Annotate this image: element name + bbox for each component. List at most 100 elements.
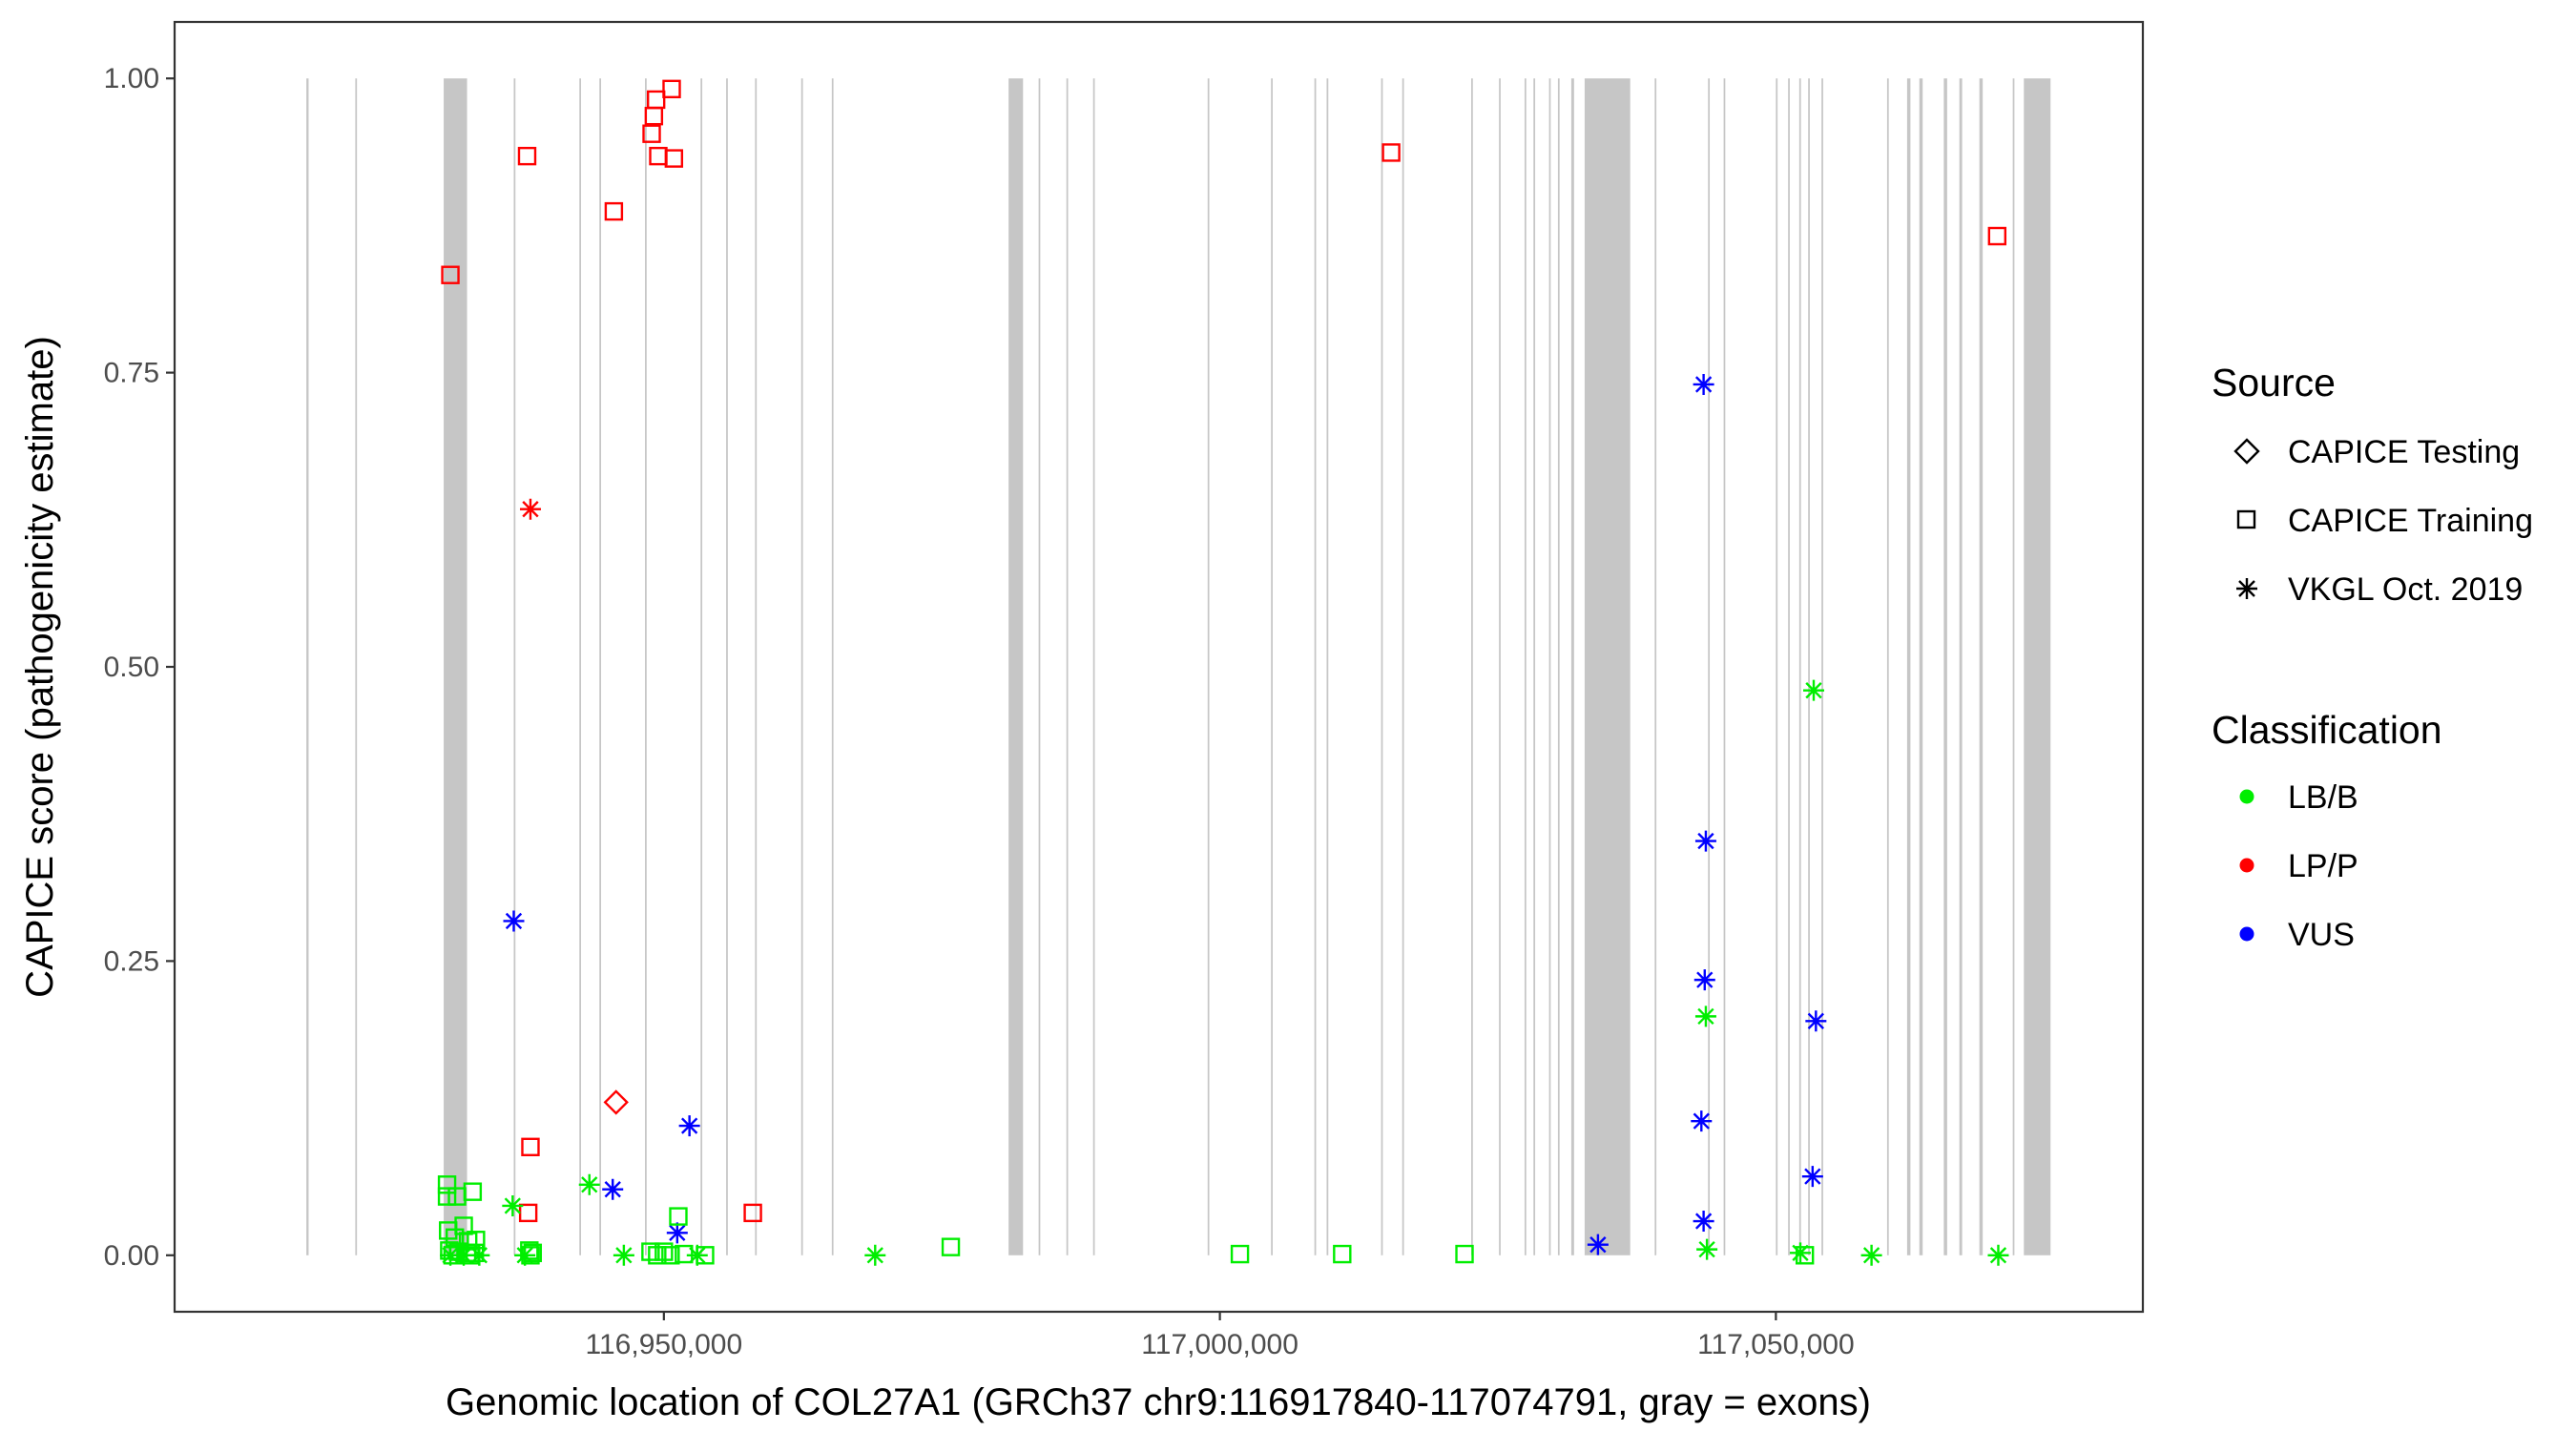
- square-key-icon: [2236, 509, 2256, 529]
- data-point-asterisk: [602, 1178, 624, 1200]
- exon-band: [1776, 78, 1778, 1255]
- exon-band: [1207, 78, 1210, 1255]
- lpp-key-dot: [2239, 858, 2254, 873]
- data-point-asterisk: [502, 1194, 524, 1216]
- legend: Source CAPICE Testing CAPICE Training VK…: [2212, 361, 2533, 953]
- data-point-square: [1230, 1244, 1250, 1264]
- exon-band: [1557, 78, 1560, 1255]
- data-point-asterisk: [1693, 1211, 1714, 1233]
- exon-band: [1959, 78, 1963, 1255]
- y-tick-label: 1.00: [104, 63, 159, 94]
- data-point-square: [669, 1207, 688, 1226]
- y-axis: 0.00 0.25 0.50 0.75 1.00: [104, 63, 175, 1272]
- data-point-square: [696, 1246, 715, 1265]
- data-point-square: [1455, 1244, 1474, 1264]
- data-point-square: [446, 1228, 465, 1247]
- legend-source-entry: VKGL Oct. 2019: [2236, 571, 2523, 608]
- legend-class-entry: LB/B: [2239, 779, 2358, 816]
- data-point-square: [523, 1243, 542, 1263]
- exon-band: [1906, 78, 1911, 1255]
- exon-band: [1092, 78, 1095, 1255]
- asterisk-key-icon: [2236, 578, 2257, 599]
- data-point-square: [1381, 143, 1401, 162]
- data-point-asterisk: [678, 1115, 700, 1137]
- diamond-key-icon: [2233, 438, 2260, 465]
- y-tick-label: 0.75: [104, 358, 159, 389]
- legend-source-label: CAPICE Training: [2288, 503, 2533, 539]
- exon-band: [726, 78, 728, 1255]
- exon-band: [1808, 78, 1810, 1255]
- exon-band: [1314, 78, 1317, 1255]
- data-point-square: [648, 1246, 667, 1265]
- data-point-asterisk: [453, 1244, 475, 1266]
- exon-band: [1271, 78, 1273, 1255]
- y-tick-label: 0.50: [104, 652, 159, 683]
- legend-class-label: LP/P: [2288, 848, 2358, 884]
- data-point-square: [941, 1237, 961, 1256]
- exon-band: [1533, 78, 1536, 1255]
- data-point-square: [662, 79, 681, 99]
- legend-class-entry: VUS: [2239, 917, 2355, 953]
- exon-band: [1570, 78, 1574, 1255]
- data-point-asterisk: [1803, 679, 1824, 701]
- exon-band: [2012, 78, 2015, 1255]
- exon-band: [1943, 78, 1947, 1255]
- exon-band: [1979, 78, 1984, 1255]
- data-point-asterisk: [1805, 1010, 1827, 1032]
- exon-band: [306, 78, 309, 1255]
- x-axis-title: Genomic location of COL27A1 (GRCh37 chr9…: [446, 1381, 1871, 1423]
- data-point-asterisk: [1693, 373, 1714, 395]
- legend-source-label: VKGL Oct. 2019: [2288, 571, 2523, 608]
- data-point-asterisk: [1860, 1244, 1882, 1266]
- legend-class-entry: LP/P: [2239, 848, 2358, 884]
- data-point-diamond: [603, 1089, 629, 1115]
- y-tick-label: 0.25: [104, 945, 159, 977]
- data-point-square: [521, 1246, 540, 1265]
- x-tick-label: 116,950,000: [586, 1329, 743, 1360]
- data-point-asterisk: [519, 498, 541, 520]
- legend-class-label: LB/B: [2288, 779, 2358, 816]
- exon-band: [1548, 78, 1551, 1255]
- exon-band: [444, 78, 467, 1255]
- exon-band: [831, 78, 834, 1255]
- exon-band: [1471, 78, 1473, 1255]
- plot-background: [175, 22, 2143, 1312]
- data-point-asterisk: [666, 1222, 688, 1244]
- data-point-square: [1987, 226, 2007, 246]
- exon-band: [2024, 78, 2051, 1255]
- exon-band: [1524, 78, 1527, 1255]
- exon-band: [1919, 78, 1923, 1255]
- data-point-square: [521, 1137, 540, 1157]
- exon-band: [1008, 78, 1024, 1255]
- data-point-asterisk: [1587, 1234, 1609, 1255]
- data-point-square: [441, 265, 460, 284]
- exon-band: [1788, 78, 1790, 1255]
- exon-band: [645, 78, 647, 1255]
- data-point-asterisk: [1694, 830, 1716, 852]
- data-point-square: [463, 1182, 483, 1201]
- data-point-asterisk: [613, 1244, 634, 1266]
- y-axis-title: CAPICE score (pathogenicity estimate): [19, 336, 61, 998]
- vus-key-dot: [2239, 926, 2254, 942]
- data-point-asterisk: [864, 1244, 886, 1266]
- exon-band: [1798, 78, 1801, 1255]
- exon-band: [355, 78, 358, 1255]
- data-point-square: [1333, 1244, 1352, 1264]
- data-point-asterisk: [1691, 1110, 1713, 1132]
- data-point-asterisk: [1696, 1238, 1718, 1260]
- data-point-asterisk: [1790, 1242, 1812, 1264]
- data-point-asterisk: [1801, 1166, 1823, 1188]
- data-point-square: [661, 1246, 680, 1265]
- exon-band: [1402, 78, 1404, 1255]
- data-point-asterisk: [1693, 969, 1715, 991]
- data-point-square: [465, 1243, 485, 1263]
- exon-band: [1326, 78, 1329, 1255]
- exon-band: [800, 78, 803, 1255]
- data-point-asterisk: [1694, 1006, 1716, 1027]
- data-points: [437, 79, 2009, 1266]
- exon-band: [1584, 78, 1631, 1255]
- exon-band: [755, 78, 758, 1255]
- data-point-square: [437, 1175, 457, 1194]
- y-tick-label: 0.00: [104, 1240, 159, 1272]
- legend-classification-title: Classification: [2212, 708, 2442, 752]
